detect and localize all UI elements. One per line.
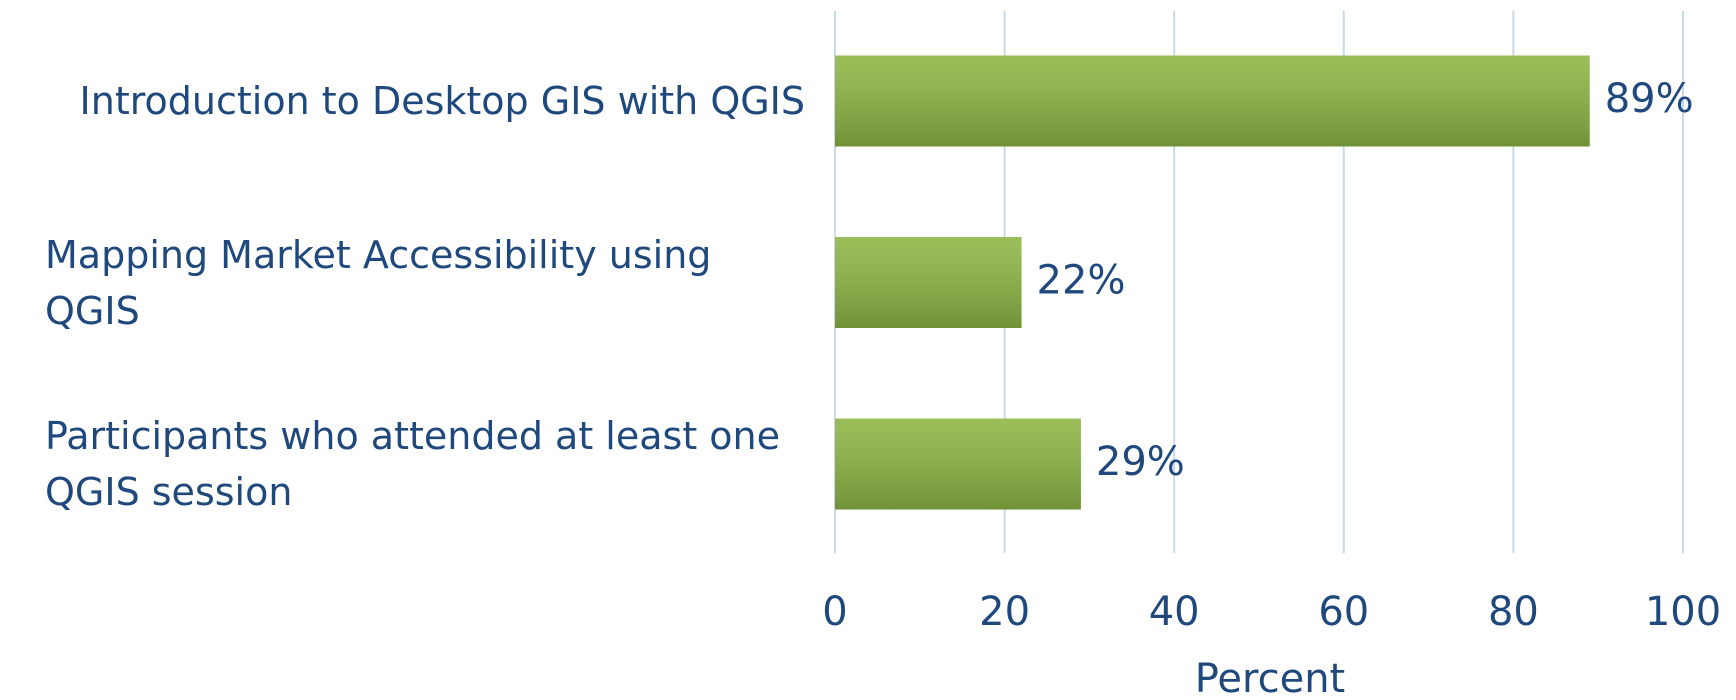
category-label-box: Introduction to Desktop GIS with QGIS — [0, 41, 805, 161]
value-label: 29% — [1096, 439, 1185, 485]
x-tick-label: 100 — [1645, 589, 1721, 635]
x-tick-label: 40 — [1149, 589, 1200, 635]
value-label: 22% — [1037, 258, 1126, 304]
y-tick-label: Mapping Market Accessibility using QGIS — [45, 232, 712, 333]
x-tick-label: 20 — [979, 589, 1030, 635]
bar-shade — [835, 418, 1081, 510]
y-tick-label: Introduction to Desktop GIS with QGIS — [79, 79, 805, 123]
x-axis-label: Percent — [1195, 656, 1346, 700]
y-tick-label: Participants who attended at least one Q… — [45, 414, 781, 514]
category-label-box: Mapping Market Accessibility using QGIS — [0, 223, 805, 343]
bar-shade — [835, 237, 1022, 328]
bar-shade — [835, 55, 1590, 147]
x-tick-label: 80 — [1488, 589, 1539, 635]
x-tick-label: 60 — [1318, 589, 1369, 635]
x-tick-label: 0 — [822, 589, 847, 635]
value-label: 89% — [1605, 76, 1694, 122]
category-label-box: Participants who attended at least one Q… — [0, 404, 805, 524]
